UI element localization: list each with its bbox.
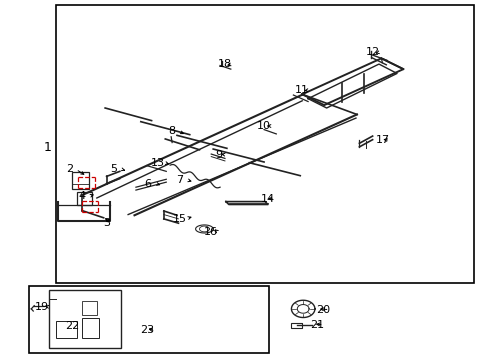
Bar xyxy=(56,321,77,338)
Text: 15: 15 xyxy=(173,213,186,224)
Text: 17: 17 xyxy=(376,135,389,145)
Text: 2: 2 xyxy=(66,164,73,174)
Text: 20: 20 xyxy=(315,305,329,315)
Text: 3: 3 xyxy=(103,218,110,228)
Text: 13: 13 xyxy=(150,158,164,168)
Bar xyxy=(291,323,302,328)
Bar xyxy=(49,290,121,348)
Text: 10: 10 xyxy=(257,121,270,131)
Bar xyxy=(82,318,99,338)
Text: 19: 19 xyxy=(35,302,48,312)
Text: 5: 5 xyxy=(110,164,117,174)
Text: 8: 8 xyxy=(168,126,175,136)
Text: 9: 9 xyxy=(215,150,222,160)
Bar xyxy=(77,192,92,205)
Text: 21: 21 xyxy=(309,320,323,330)
Text: 1: 1 xyxy=(43,141,51,154)
Text: 23: 23 xyxy=(141,325,154,336)
Text: 16: 16 xyxy=(204,227,218,237)
Text: 7: 7 xyxy=(176,175,183,185)
Text: 4: 4 xyxy=(79,191,85,201)
Text: 18: 18 xyxy=(218,59,231,69)
Bar xyxy=(72,172,89,189)
Bar xyxy=(29,286,268,353)
Bar xyxy=(82,301,97,315)
Text: 14: 14 xyxy=(261,194,274,204)
Text: 22: 22 xyxy=(65,321,80,331)
Bar xyxy=(56,5,473,283)
Text: 12: 12 xyxy=(365,47,379,57)
Text: 6: 6 xyxy=(144,179,151,189)
Text: 11: 11 xyxy=(295,85,308,95)
